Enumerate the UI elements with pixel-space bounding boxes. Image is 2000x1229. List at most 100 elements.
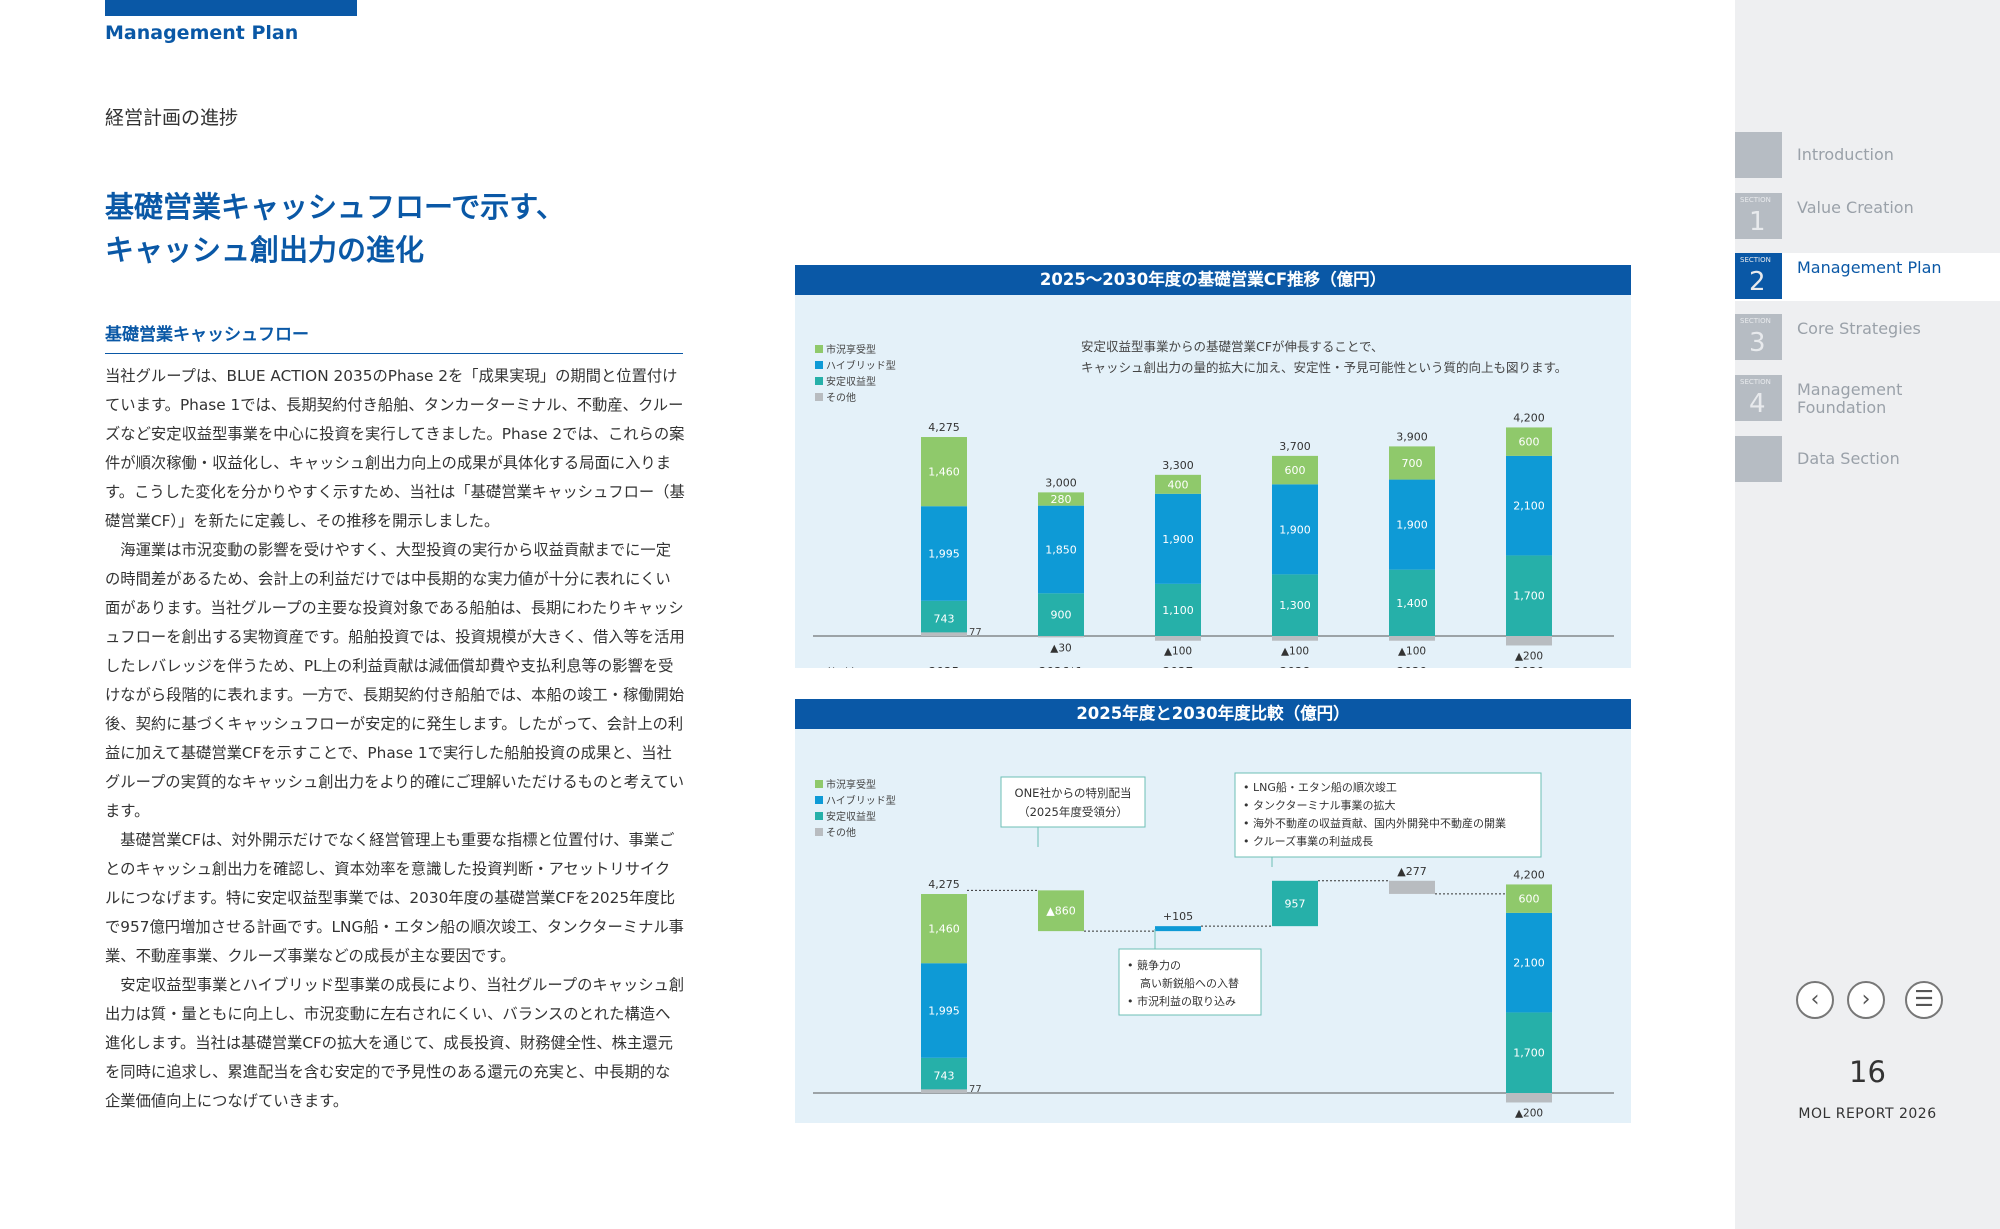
comparison-chart: 2025年度と2030年度比較（億円） 市況享受型 ハイブリッド型 安定収益型 その他… [795,699,1631,1123]
data-label-other: ▲100 [1281,646,1309,658]
data-label: 1,900 [1396,519,1428,532]
bar-segment [1506,555,1552,636]
bar-segment [1272,574,1318,636]
legend-swatch [815,393,823,401]
bar-segment-other [1272,636,1318,641]
legend-label: 安定収益型 [826,375,876,388]
nav-label: Value Creation [1797,198,1914,217]
data-label-other: ▲200 [1515,1107,1543,1119]
page-number: 16 [1849,1055,1886,1089]
data-label: 1,995 [928,1005,960,1018]
nav-item-core-strategies[interactable]: SECTION 3 Core Strategies [1735,314,2000,362]
total-label: 4,275 [928,878,960,891]
bar-segment-other [921,632,967,636]
nav-tile [1735,132,1782,178]
total-label: 4,275 [928,421,960,434]
bar-segment [1506,455,1552,556]
data-label: 1,900 [1279,523,1311,536]
bar-segment [1038,593,1084,636]
bar-segment [1038,492,1084,506]
nav-label: Core Strategies [1797,319,1921,338]
data-label: 1,100 [1162,604,1194,617]
bar-segment-other [1506,636,1552,646]
nav-tile: SECTION 1 [1735,193,1782,239]
bar-segment [1389,569,1435,636]
data-label-other: ▲30 [1050,642,1071,654]
section-label: Management Plan [105,22,299,44]
waterfall-bar [1389,880,1435,894]
data-label: 600 [1519,436,1540,449]
legend-swatch [815,796,823,804]
body-paragraph: 海運業は市況変動の影響を受けやすく、大型投資の実行から収益貢献までに一定の時間差… [105,541,685,820]
bar-segment [1155,493,1201,584]
nav-item-value-creation[interactable]: SECTION 1 Value Creation [1735,193,2000,241]
annotation-text: • 海外不動産の収益貢献、国内外開発中不動産の開業 [1243,816,1506,830]
nav-item-management-foundation[interactable]: SECTION 4 Management Foundation [1735,375,2000,423]
prev-page-button[interactable]: ‹ [1796,981,1834,1019]
annotation-text: • タンクターミナル事業の拡大 [1243,798,1396,812]
annotation-text: （2025年度受領分） [1018,805,1128,819]
annotation-box [1118,948,1262,1016]
nav-label: Management Foundation [1797,380,1903,417]
nav-section-tag: SECTION [1740,378,1771,386]
nav-label: Management Plan [1797,258,1942,277]
legend-label: ハイブリッド型 [826,359,896,372]
data-label-other: 77 [969,1084,982,1095]
nav-item-introduction[interactable]: Introduction [1735,132,2000,180]
nav-tile: SECTION 3 [1735,314,1782,360]
total-label: 3,300 [1162,459,1194,472]
data-label: +105 [1163,910,1193,923]
data-label: 957 [1285,897,1306,910]
nav-section-number: 2 [1749,267,1766,297]
data-label-other: ▲200 [1515,650,1543,662]
menu-button[interactable]: ☰ [1905,981,1943,1019]
legend-swatch [815,377,823,385]
bar-segment [1038,505,1084,594]
bar-segment-other [1506,1093,1552,1103]
chart-note: キャッシュ創出力の量的拡大に加え、安定性・予見可能性という質的向上も図ります。 [1081,360,1567,375]
legend-label: ハイブリッド型 [826,794,896,807]
annotation-text: • 市況利益の取り込み [1127,994,1236,1008]
nav-section-number: 4 [1749,389,1766,419]
nav-tile [1735,436,1782,482]
total-label: 3,900 [1396,430,1428,443]
legend-swatch [815,345,823,353]
data-label: 280 [1051,493,1072,506]
x-tick-label: 2030 [1514,665,1545,668]
x-tick-label: 2025 [929,665,960,668]
total-label: 3,700 [1279,440,1311,453]
x-tick-label: 2028 [1280,665,1311,668]
annotation-text: • クルーズ事業の利益成長 [1243,834,1373,848]
data-label: ▲860 [1046,905,1075,918]
chart-note: 安定収益型事業からの基礎営業CFが伸長することで、 [1081,339,1384,354]
waterfall-bar [1155,926,1201,932]
body-paragraph: 安定収益型事業とハイブリッド型事業の成長により、当社グループのキャッシュ創出力は… [105,976,685,1110]
headline-line: キャッシュ創出力の進化 [105,233,425,267]
bar-segment [1272,455,1318,485]
data-label: ▲277 [1397,865,1426,878]
nav-section-number: 1 [1749,207,1766,237]
legend-swatch [815,812,823,820]
data-label: 600 [1285,464,1306,477]
bar-segment [921,437,967,507]
nav-section-number: 3 [1749,328,1766,358]
nav-item-management-plan[interactable]: SECTION 2 Management Plan [1735,253,2000,301]
page-subtitle: 経営計画の進捗 [105,107,239,129]
chart-title: 2025～2030年度の基礎営業CF推移（億円） [795,265,1631,295]
nav-section-tag: SECTION [1740,196,1771,204]
data-label: 600 [1519,893,1540,906]
x-tick-label: 2027 [1163,665,1194,668]
data-label: 743 [934,612,955,625]
next-page-button[interactable]: › [1847,981,1885,1019]
bar-segment [1155,583,1201,636]
data-label: 400 [1168,478,1189,491]
headline-line: 基礎営業キャッシュフローで示す、 [105,190,565,224]
year-label: （年度） [820,666,862,668]
data-label-other: ▲100 [1398,646,1426,658]
data-label: 1,400 [1396,597,1428,610]
bar-segment [921,963,967,1058]
bar-segment [1506,912,1552,1013]
nav-item-data-section[interactable]: Data Section [1735,436,2000,484]
body-paragraph: 当社グループは、BLUE ACTION 2035のPhase 2を「成果実現」の… [105,367,685,530]
